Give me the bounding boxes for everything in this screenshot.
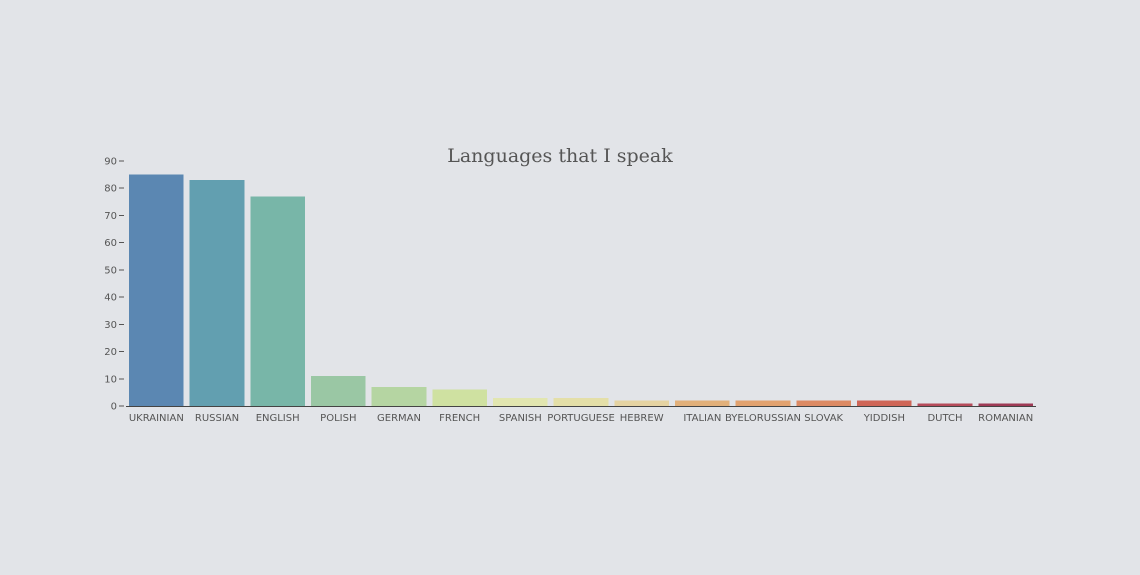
y-tick-label: 30: [104, 320, 117, 331]
y-tick-label: 10: [104, 374, 117, 385]
x-tick-label: PORTUGUESE: [547, 413, 615, 424]
x-tick-label: HEBREW: [620, 413, 664, 424]
x-tick-label: SLOVAK: [804, 413, 843, 424]
x-tick-label: POLISH: [320, 413, 356, 424]
bar-byelorussian[interactable]: [735, 400, 791, 406]
bar-hebrew[interactable]: [614, 400, 669, 406]
x-tick-label: YIDDISH: [863, 413, 905, 424]
y-tick-label: 40: [104, 293, 117, 304]
x-tick-label: SPANISH: [499, 413, 542, 424]
x-tick-label: RUSSIAN: [195, 413, 239, 424]
bar-slovak[interactable]: [796, 400, 851, 406]
bar-english[interactable]: [250, 196, 305, 406]
bar-polish[interactable]: [311, 376, 366, 406]
bar-romanian[interactable]: [978, 403, 1033, 406]
x-tick-label: UKRAINIAN: [129, 413, 184, 424]
chart-title: Languages that I speak: [447, 145, 673, 167]
x-tick-label: ITALIAN: [683, 413, 721, 424]
bar-italian[interactable]: [675, 400, 730, 406]
y-tick-label: 0: [111, 402, 117, 413]
y-tick-label: 20: [104, 347, 117, 358]
bar-yiddish[interactable]: [857, 400, 912, 406]
x-tick-label: BYELORUSSIAN: [725, 413, 801, 424]
x-tick-label: ENGLISH: [256, 413, 300, 424]
bar-ukrainian[interactable]: [129, 174, 184, 406]
bar-german[interactable]: [371, 386, 427, 406]
y-tick-label: 70: [104, 211, 117, 222]
x-axis: UKRAINIAN RUSSIAN ENGLISH POLISH GERMAN FRENC…: [126, 406, 1036, 424]
y-axis: 0 10 20 30 40 50 60 70 80 90: [104, 157, 124, 413]
bar-spanish[interactable]: [493, 397, 548, 406]
bar-russian[interactable]: [189, 180, 245, 406]
x-tick-label: GERMAN: [377, 413, 421, 424]
bars: [129, 174, 1033, 406]
bar-portuguese[interactable]: [553, 397, 609, 406]
x-tick-label: FRENCH: [439, 413, 480, 424]
x-tick-label: DUTCH: [927, 413, 962, 424]
y-tick-label: 90: [104, 157, 117, 168]
y-tick-label: 60: [104, 238, 117, 249]
y-tick-label: 80: [104, 184, 117, 195]
bar-french[interactable]: [432, 389, 487, 406]
bar-dutch[interactable]: [917, 403, 973, 406]
x-tick-label: ROMANIAN: [978, 413, 1033, 424]
y-tick-label: 50: [104, 265, 117, 276]
